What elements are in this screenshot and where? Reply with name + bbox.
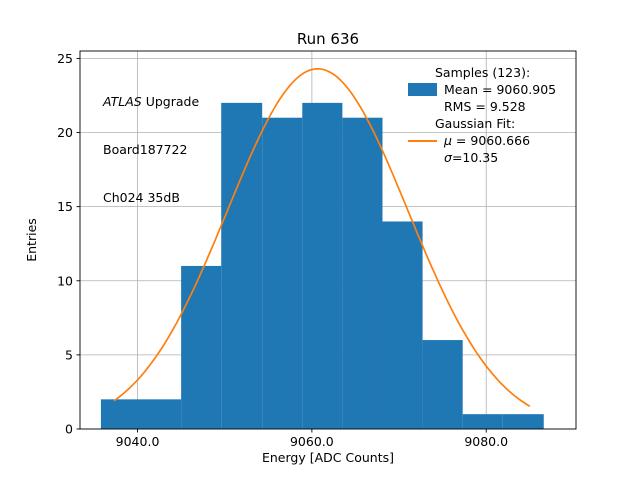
y-tick-label: 10 — [57, 273, 73, 288]
legend-mean-label: Mean = 9060.905 — [444, 82, 557, 97]
legend-sigma-row: σ=10.35 — [408, 149, 556, 166]
x-axis-label: Energy [ADC Counts] — [262, 450, 394, 465]
histogram-bar — [342, 117, 383, 430]
legend: Samples (123): Mean = 9060.905 RMS = 9.5… — [408, 64, 556, 166]
legend-mean-row: Mean = 9060.905 — [408, 81, 556, 98]
annotation-upgrade-text: Upgrade — [141, 94, 200, 109]
histogram-bar — [302, 102, 343, 429]
histogram-legend-swatch — [408, 83, 437, 96]
x-tick-label: 9060.0 — [290, 434, 334, 449]
mu-value: = 9060.666 — [451, 133, 531, 148]
x-tick-label: 9040.0 — [116, 434, 160, 449]
axes-frame — [79, 50, 577, 430]
y-tick-label: 5 — [65, 347, 73, 362]
annotation-line-2: Board187722 — [103, 142, 188, 157]
histogram-bar — [100, 399, 142, 429]
y-tick-label: 15 — [57, 199, 73, 214]
y-tick-label: 25 — [57, 51, 73, 66]
gaussian-fit-legend-line — [408, 139, 437, 142]
x-tick-label: 9080.0 — [464, 434, 508, 449]
y-tick-label: 0 — [65, 422, 73, 437]
legend-samples-header: Samples (123): — [435, 65, 531, 80]
legend-handle-cell — [408, 83, 437, 96]
legend-mu-row: μ = 9060.666 — [408, 132, 556, 149]
mu-symbol: μ — [444, 133, 452, 148]
legend-handle-cell — [408, 139, 437, 142]
histogram-bar — [382, 221, 423, 429]
histogram-bar — [181, 265, 222, 429]
chart-title: Run 636 — [296, 30, 360, 48]
legend-rms-label: RMS = 9.528 — [444, 99, 526, 114]
annotation-block: ATLAS Upgrade Board187722 Ch024 35dB — [103, 62, 199, 238]
legend-sigma-label: σ=10.35 — [444, 150, 498, 165]
legend-mu-label: μ = 9060.666 — [444, 133, 530, 148]
histogram-bar — [221, 102, 263, 429]
annotation-line-3: Ch024 35dB — [103, 190, 180, 205]
sigma-value: =10.35 — [451, 150, 499, 165]
y-axis-label: Entries — [24, 218, 39, 262]
histogram-bar — [462, 414, 503, 429]
annotation-atlas-italic: ATLAS — [103, 94, 142, 109]
annotation-line-1: ATLAS Upgrade — [103, 94, 199, 110]
histogram-bar — [422, 340, 463, 429]
sigma-symbol: σ — [444, 150, 452, 165]
histogram-bar — [141, 399, 182, 429]
legend-rms-row: RMS = 9.528 — [408, 98, 556, 115]
gaussian-fit-curve — [113, 67, 531, 408]
histogram-bar — [262, 117, 303, 430]
histogram-bar — [502, 414, 544, 429]
y-tick-label: 20 — [57, 125, 73, 140]
legend-fit-header: Gaussian Fit: — [435, 116, 516, 131]
